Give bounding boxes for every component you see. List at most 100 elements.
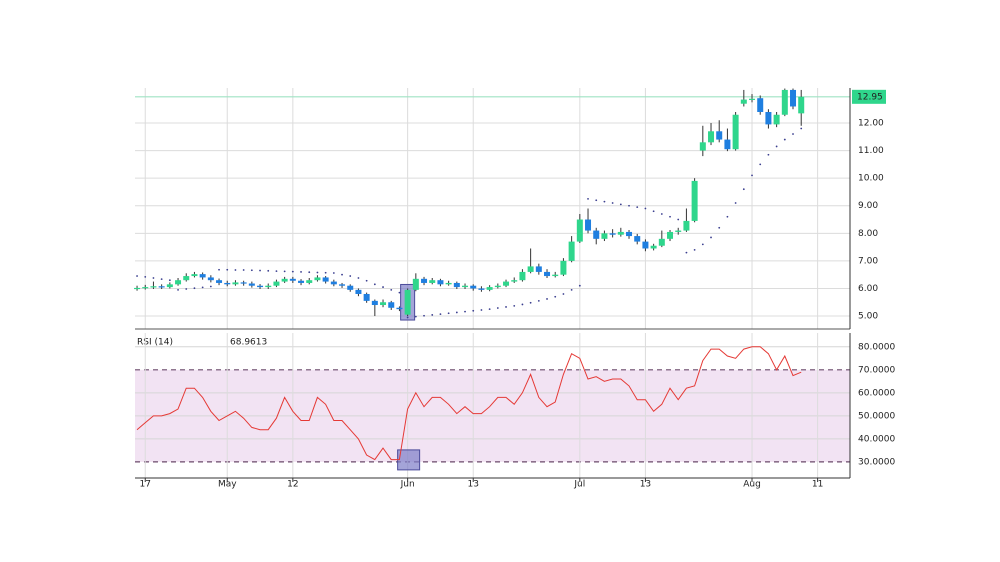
y-tick-label: 6.00	[858, 284, 878, 294]
candle-body	[527, 266, 534, 272]
candle-body	[322, 277, 329, 282]
sar-dot	[201, 286, 204, 289]
y-tick-label: 10.00	[858, 174, 884, 184]
sar-dot	[431, 314, 434, 316]
x-tick-label: 13	[468, 480, 479, 490]
sar-dot	[669, 215, 671, 218]
candle-body	[699, 142, 706, 151]
sar-dot	[537, 299, 540, 302]
sar-dot	[267, 269, 270, 272]
sar-dot	[644, 207, 647, 210]
candle-body	[691, 180, 698, 221]
sar-dot	[226, 268, 229, 271]
sar-dot	[742, 188, 745, 191]
candle-body	[339, 284, 346, 286]
sar-dot	[283, 270, 286, 273]
y-tick-label: 50.0000	[858, 411, 895, 421]
sar-dot	[751, 174, 753, 177]
sar-dot	[373, 283, 376, 286]
sar-dot	[701, 243, 704, 246]
candle-body	[412, 278, 419, 290]
x-tick-label: 11	[812, 480, 823, 490]
candle-body	[626, 231, 633, 237]
candle-body	[289, 278, 296, 281]
y-tick-label: 11.00	[858, 146, 884, 156]
rsi-name: RSI (14)	[137, 338, 173, 348]
candle-body	[642, 241, 649, 249]
candle-body	[445, 282, 452, 285]
sar-dot	[414, 315, 417, 318]
candle-body	[380, 302, 387, 306]
x-tick-label: Jul	[573, 480, 585, 490]
sar-dot	[406, 316, 409, 319]
candle-body	[773, 114, 780, 125]
last-price-tag	[852, 89, 886, 104]
candle-body	[658, 238, 665, 246]
sar-dot	[628, 204, 630, 207]
sar-dot	[390, 288, 393, 291]
x-tick-label: 12	[287, 480, 298, 490]
y-tick-label: 60.0000	[858, 388, 895, 398]
sar-dot	[636, 206, 639, 209]
x-tick-label: 17	[140, 480, 151, 490]
candle-body	[306, 280, 313, 283]
candle-body	[716, 131, 723, 140]
candle-body	[232, 282, 239, 285]
candle-body	[494, 285, 501, 288]
sar-dot	[152, 277, 155, 279]
candle-body	[708, 131, 715, 143]
y-tick-label: 8.00	[858, 229, 878, 239]
sar-dot	[447, 312, 450, 315]
sar-dot	[570, 288, 573, 291]
candle-body	[667, 231, 674, 239]
sar-dot	[193, 287, 196, 290]
candle-body	[207, 277, 214, 281]
sar-dot	[168, 279, 171, 282]
sar-dot	[619, 203, 622, 206]
last-price-label: 12.95	[857, 92, 883, 102]
sar-dot	[185, 288, 188, 290]
candle-body	[634, 236, 641, 242]
sar-dot	[611, 202, 614, 204]
sar-dot	[382, 286, 384, 288]
candle-body	[790, 89, 797, 107]
candle-body	[732, 114, 739, 150]
sar-dot	[423, 314, 425, 317]
candle-body	[544, 271, 551, 277]
candle-body	[552, 274, 559, 277]
x-tick-label: Aug	[743, 480, 761, 490]
sar-dot	[144, 275, 147, 278]
sar-dot	[365, 279, 368, 282]
candle-body	[224, 282, 231, 285]
sar-dot	[480, 309, 483, 311]
candle-body	[150, 286, 157, 288]
candle-body	[166, 284, 173, 288]
candle-body	[183, 276, 190, 281]
sar-dot	[439, 313, 442, 316]
candle-body	[298, 280, 305, 283]
candle-body	[724, 139, 731, 150]
sar-dot	[275, 270, 278, 272]
candle-body	[601, 233, 608, 239]
candle-body	[265, 285, 272, 288]
candle-body	[503, 281, 510, 286]
candle-body	[576, 219, 583, 242]
candle-body	[765, 111, 772, 125]
sar-dot	[578, 284, 581, 287]
sar-dot	[603, 200, 606, 203]
candle-body	[511, 280, 518, 282]
y-tick-label: 12.00	[858, 119, 884, 129]
candle-body	[421, 278, 428, 283]
candle-body	[757, 98, 764, 112]
sar-dot	[316, 271, 319, 274]
sar-dot	[693, 248, 696, 251]
x-tick-label: May	[218, 480, 237, 490]
sar-dot	[783, 138, 786, 141]
candle-body	[585, 219, 592, 231]
y-tick-label: 80.0000	[858, 342, 895, 352]
candle-body	[519, 271, 526, 281]
sar-dot	[652, 210, 655, 213]
candle-body	[191, 274, 198, 277]
candle-body	[478, 288, 485, 290]
